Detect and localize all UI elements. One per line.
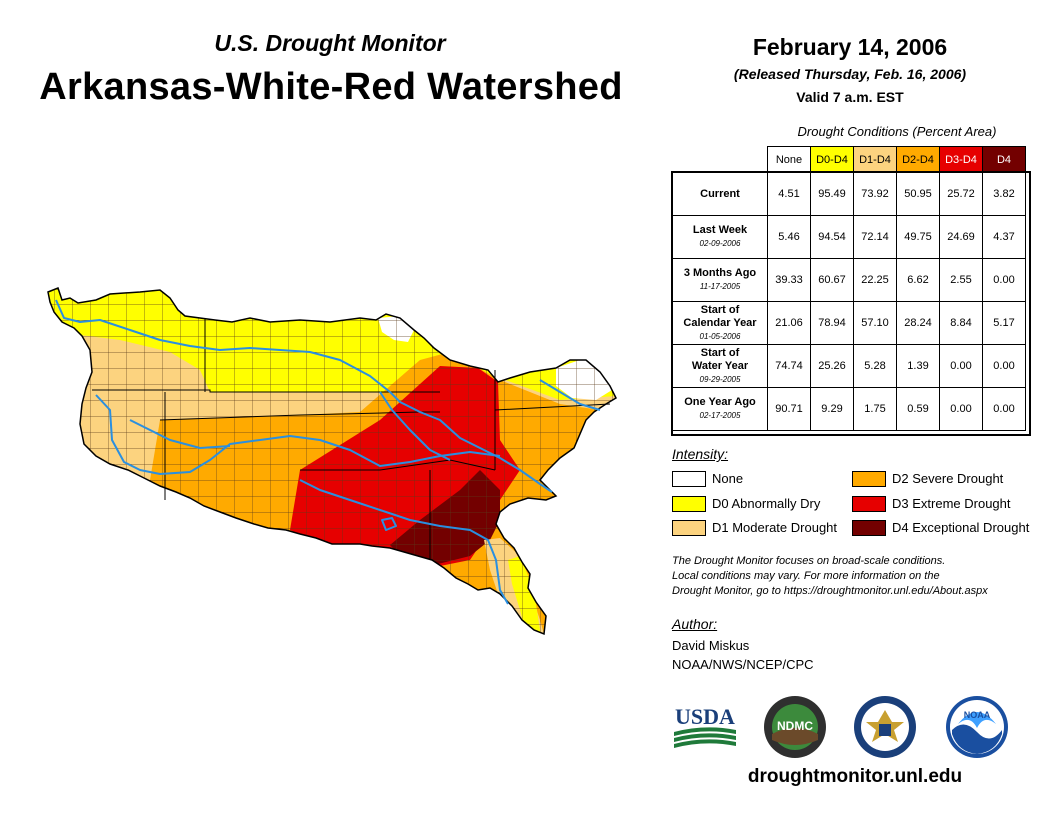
row-date: 02-09-2006	[699, 239, 741, 248]
table-cell: 78.94	[810, 301, 854, 345]
noaa-logo-text: NOAA	[964, 710, 991, 720]
row-date: 01-05-2006	[699, 331, 741, 341]
state-lines	[92, 318, 611, 560]
table-row: Last Week 02-09-2006 5.46 94.54 72.14 49…	[672, 215, 1026, 259]
table-cell: 22.25	[853, 258, 897, 302]
row-date: 09-29-2005	[699, 374, 741, 384]
legend-swatch	[852, 496, 886, 512]
col-d3-d4: D3-D4	[939, 146, 983, 173]
row-label: One Year Ago 02-17-2005	[672, 387, 768, 431]
legend-swatch	[672, 496, 706, 512]
commerce-seal	[854, 696, 916, 758]
legend-swatch	[852, 471, 886, 487]
table-cell: 94.54	[810, 215, 854, 259]
table-title: Drought Conditions (Percent Area)	[797, 124, 997, 139]
table-cell: 4.51	[767, 172, 811, 216]
row-label: Start of Water Year 09-29-2005	[672, 344, 768, 388]
table-cell: 50.95	[896, 172, 940, 216]
legend-swatch	[672, 471, 706, 487]
ndmc-logo-text: NDMC	[777, 719, 813, 733]
table-cell: 57.10	[853, 301, 897, 345]
author-heading: Author:	[672, 616, 718, 632]
col-d1-d4: D1-D4	[853, 146, 897, 173]
table-row: 3 Months Ago 11-17-2005 39.33 60.67 22.2…	[672, 258, 1026, 302]
table-cell: 60.67	[810, 258, 854, 302]
row-label: 3 Months Ago 11-17-2005	[672, 258, 768, 302]
col-d0-d4: D0-D4	[810, 146, 854, 173]
valid-time: Valid 7 a.m. EST	[796, 89, 904, 105]
table-cell: 24.69	[939, 215, 983, 259]
table-row: Start of Calendar Year 01-05-2006 21.06 …	[672, 301, 1026, 345]
rivers	[55, 299, 601, 605]
table-row: One Year Ago 02-17-2005 90.71 9.29 1.75 …	[672, 387, 1026, 431]
table-cell: 0.00	[982, 344, 1026, 388]
map-title: Arkansas-White-Red Watershed	[39, 66, 623, 108]
table-cell: 3.82	[982, 172, 1026, 216]
table-cell: 49.75	[896, 215, 940, 259]
table-header-row: None D0-D4 D1-D4 D2-D4 D3-D4 D4	[673, 146, 1026, 173]
table-cell: 25.26	[810, 344, 854, 388]
table-cell: 9.29	[810, 387, 854, 431]
table-cell: 4.37	[982, 215, 1026, 259]
usda-logo-text: USDA	[675, 704, 735, 729]
row-date: 11-17-2005	[699, 282, 741, 291]
author-org: NOAA/NWS/NCEP/CPC	[672, 657, 814, 672]
footer-url[interactable]: droughtmonitor.unl.edu	[747, 766, 963, 787]
table-cell: 95.49	[810, 172, 854, 216]
table-cell: 28.24	[896, 301, 940, 345]
table-cell: 5.17	[982, 301, 1026, 345]
drought-stats-table: None D0-D4 D1-D4 D2-D4 D3-D4 D4 Current …	[672, 146, 1026, 431]
table-cell: 90.71	[767, 387, 811, 431]
table-row: Current 4.51 95.49 73.92 50.95 25.72 3.8…	[672, 172, 1026, 216]
table-cell: 72.14	[853, 215, 897, 259]
col-d4: D4	[982, 146, 1026, 173]
basin-outline	[47, 287, 617, 636]
col-none: None	[767, 146, 811, 173]
table-cell: 5.28	[853, 344, 897, 388]
table-cell: 0.00	[939, 344, 983, 388]
table-cell: 0.00	[982, 387, 1026, 431]
map-subtitle: U.S. Drought Monitor	[214, 30, 446, 56]
table-cell: 2.55	[939, 258, 983, 302]
row-label: Last Week 02-09-2006	[672, 215, 768, 259]
table-cell: 21.06	[767, 301, 811, 345]
legend-swatch	[852, 520, 886, 536]
row-label: Current	[672, 172, 768, 216]
table-cell: 0.59	[896, 387, 940, 431]
table-cell: 73.92	[853, 172, 897, 216]
col-d2-d4: D2-D4	[896, 146, 940, 173]
county-lines	[48, 288, 616, 634]
table-cell: 74.74	[767, 344, 811, 388]
row-label: Start of Calendar Year 01-05-2006	[672, 301, 768, 345]
ndmc-logo: NDMC	[764, 696, 826, 758]
legend-swatch	[672, 520, 706, 536]
author-name: David Miskus	[672, 638, 750, 653]
drought-map	[47, 287, 617, 636]
table-cell: 39.33	[767, 258, 811, 302]
release-date: (Released Thursday, Feb. 16, 2006)	[733, 66, 967, 82]
table-cell: 6.62	[896, 258, 940, 302]
usda-logo: USDA	[674, 704, 736, 748]
disclaimer-note: The Drought Monitor focuses on broad-sca…	[672, 555, 988, 597]
noaa-logo: NOAA	[946, 696, 1008, 758]
table-cell: 1.75	[853, 387, 897, 431]
table-cell: 0.00	[982, 258, 1026, 302]
table-cell: 8.84	[939, 301, 983, 345]
table-cell: 1.39	[896, 344, 940, 388]
map-date: February 14, 2006	[752, 34, 948, 60]
table-row: Start of Water Year 09-29-2005 74.74 25.…	[672, 344, 1026, 388]
legend-title: Intensity:	[672, 446, 729, 462]
table-cell: 25.72	[939, 172, 983, 216]
table-cell: 5.46	[767, 215, 811, 259]
row-date: 02-17-2005	[699, 411, 741, 420]
table-cell: 0.00	[939, 387, 983, 431]
